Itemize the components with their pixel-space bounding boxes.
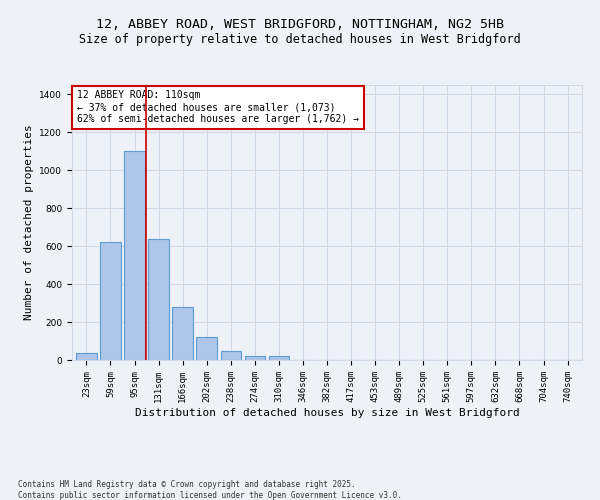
- Text: 12 ABBEY ROAD: 110sqm
← 37% of detached houses are smaller (1,073)
62% of semi-d: 12 ABBEY ROAD: 110sqm ← 37% of detached …: [77, 90, 359, 124]
- Bar: [172, 307, 193, 360]
- Text: 12, ABBEY ROAD, WEST BRIDGFORD, NOTTINGHAM, NG2 5HB: 12, ABBEY ROAD, WEST BRIDGFORD, NOTTINGH…: [96, 18, 504, 30]
- Bar: [124, 152, 145, 360]
- Bar: [269, 356, 289, 360]
- Bar: [148, 238, 169, 360]
- Bar: [100, 242, 121, 360]
- Bar: [221, 350, 241, 360]
- Bar: [245, 356, 265, 360]
- Text: Size of property relative to detached houses in West Bridgford: Size of property relative to detached ho…: [79, 32, 521, 46]
- Text: Contains HM Land Registry data © Crown copyright and database right 2025.
Contai: Contains HM Land Registry data © Crown c…: [18, 480, 402, 500]
- X-axis label: Distribution of detached houses by size in West Bridgford: Distribution of detached houses by size …: [134, 408, 520, 418]
- Bar: [196, 337, 217, 360]
- Y-axis label: Number of detached properties: Number of detached properties: [24, 124, 34, 320]
- Bar: [76, 354, 97, 360]
